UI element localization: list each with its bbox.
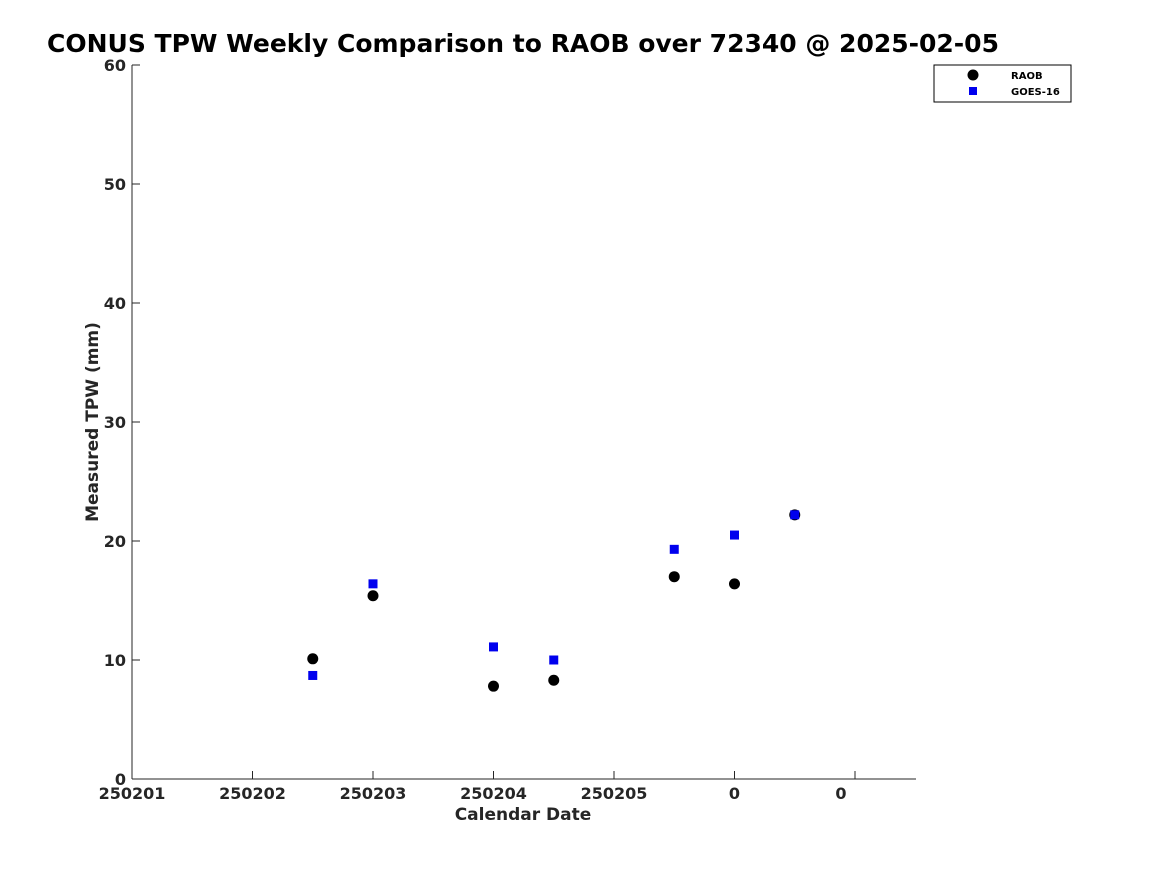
- x-axis-label: Calendar Date: [455, 805, 592, 825]
- chart-title: CONUS TPW Weekly Comparison to RAOB over…: [47, 29, 999, 58]
- point-goes-16: [669, 544, 679, 554]
- x-tick-label: 250202: [219, 784, 286, 803]
- x-tick-label: 250203: [340, 784, 407, 803]
- point-goes-16: [549, 655, 559, 665]
- y-tick-label: 0: [115, 770, 126, 789]
- x-ticks: 250201 250202 250203 250204 250205 0 0: [99, 771, 856, 803]
- point-raob: [729, 578, 740, 590]
- point-raob: [367, 590, 379, 602]
- point-raob: [307, 653, 319, 665]
- x-tick-label: 250204: [460, 784, 527, 803]
- y-axis-label: Measured TPW (mm): [83, 322, 103, 522]
- x-tick-label: 250205: [581, 784, 648, 803]
- legend-label-raob: RAOB: [1011, 71, 1043, 82]
- x-tick-label: 0: [729, 784, 740, 803]
- y-tick-label: 30: [104, 413, 126, 432]
- y-tick-label: 50: [104, 175, 126, 194]
- point-goes-16: [308, 670, 318, 680]
- y-tick-label: 40: [104, 294, 126, 313]
- y-tick-label: 60: [104, 56, 126, 75]
- point-raob: [548, 674, 560, 686]
- point-goes-16: [790, 510, 800, 520]
- point-raob: [668, 571, 680, 583]
- data-points: [307, 509, 801, 692]
- legend-label-goes16: GOES-16: [1011, 87, 1060, 98]
- y-tick-label: 20: [104, 532, 126, 551]
- point-goes-16: [489, 642, 498, 652]
- x-tick-label: 0: [835, 784, 846, 803]
- legend: RAOB GOES-16: [933, 64, 1072, 103]
- point-raob: [488, 680, 499, 692]
- legend-marker-raob: [967, 69, 979, 81]
- x-tick-label: 250201: [99, 784, 166, 803]
- point-goes-16: [368, 579, 378, 589]
- y-tick-label: 10: [104, 651, 126, 670]
- legend-box: [933, 64, 1072, 103]
- point-goes-16: [730, 530, 739, 540]
- y-ticks: 0 10 20 30 40 50 60: [104, 56, 140, 789]
- legend-marker-goes16: [969, 87, 977, 95]
